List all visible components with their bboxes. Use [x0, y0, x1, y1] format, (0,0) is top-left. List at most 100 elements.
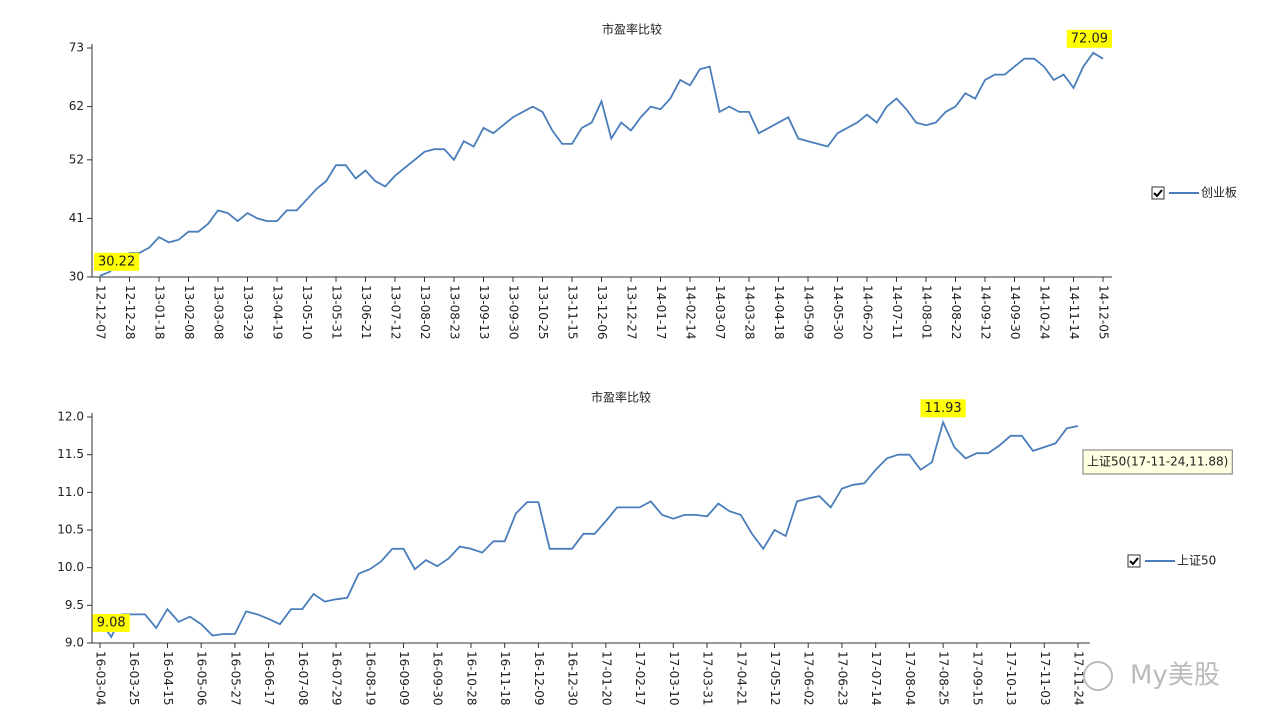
x-tick-label: 17-09-15: [970, 651, 984, 705]
x-tick-label: 17-11-03: [1038, 651, 1052, 705]
value-label-box: [94, 252, 140, 271]
value-label: 9.08: [92, 613, 130, 632]
x-tick-label: 16-05-27: [228, 651, 242, 705]
value-label: 11.93: [920, 399, 966, 418]
x-tick-label: 13-09-30: [507, 285, 521, 339]
chart-title: 市盈率比较: [602, 22, 662, 37]
y-tick-label: 12.0: [57, 410, 84, 424]
value-label-text: 9.08: [97, 615, 126, 630]
x-tick-label: 13-10-25: [536, 285, 550, 339]
x-tick-label: 14-10-24: [1038, 285, 1052, 339]
x-tick-label: 12-12-28: [123, 285, 137, 339]
x-tick-label: 16-03-25: [127, 651, 141, 705]
x-tick-label: 16-05-06: [195, 651, 209, 705]
legend-label: 创业板: [1201, 186, 1237, 200]
x-tick-label: 13-05-10: [300, 285, 314, 339]
x-tick-label: 13-09-13: [477, 285, 491, 339]
series-line: [99, 419, 1079, 639]
value-label-box: [1066, 29, 1112, 48]
x-tick-label: 14-07-11: [890, 285, 904, 339]
x-tick-label: 16-10-28: [464, 651, 478, 705]
x-tick-label: 14-08-01: [920, 285, 934, 339]
x-tick-label: 16-06-17: [262, 651, 276, 705]
tooltip-text: 上证50(17-11-24,11.88): [1087, 455, 1228, 469]
value-label-text: 30.22: [98, 254, 135, 269]
y-tick-label: 10.5: [57, 523, 84, 537]
legend-check: [1129, 557, 1139, 566]
x-tick-label: 17-06-23: [835, 651, 849, 705]
value-label-box: [92, 613, 130, 632]
x-tick-label: 13-12-27: [625, 285, 639, 339]
x-tick-label: 16-07-08: [296, 651, 310, 705]
x-tick-label: 13-04-19: [271, 285, 285, 339]
value-label: 30.22: [94, 252, 140, 271]
x-tick-label: 12-12-07: [94, 285, 108, 339]
x-tick-label: 13-08-23: [448, 285, 462, 339]
x-tick-label: 17-03-10: [667, 651, 681, 705]
y-tick-label: 10.0: [57, 560, 84, 574]
x-tick-label: 16-11-18: [498, 651, 512, 705]
x-tick-label: 17-03-31: [701, 651, 715, 705]
x-tick-label: 16-04-15: [161, 651, 175, 705]
watermark: My美股: [1130, 661, 1220, 691]
value-label: 72.09: [1066, 29, 1112, 48]
x-tick-label: 13-02-08: [182, 285, 196, 339]
legend-check: [1153, 189, 1163, 198]
y-tick-label: 11.5: [57, 447, 84, 461]
legend-checkbox[interactable]: [1151, 186, 1165, 200]
x-tick-label: 17-08-25: [937, 651, 951, 705]
y-tick-label: 52: [69, 152, 84, 166]
x-tick-label: 13-08-02: [418, 285, 432, 339]
x-tick-label: 16-07-29: [330, 651, 344, 705]
x-tick-label: 14-01-17: [654, 285, 668, 339]
x-tick-label: 14-02-14: [684, 285, 698, 339]
y-tick-label: 11.0: [57, 485, 84, 499]
x-tick-label: 16-09-30: [431, 651, 445, 705]
x-tick-label: 17-01-20: [599, 651, 613, 705]
x-tick-label: 17-04-21: [734, 651, 748, 705]
x-tick-label: 17-02-17: [633, 651, 647, 705]
x-tick-label: 13-07-12: [389, 285, 403, 339]
x-tick-label: 14-11-14: [1067, 285, 1081, 339]
x-tick-label: 17-08-04: [903, 651, 917, 705]
x-tick-label: 14-05-30: [831, 285, 845, 339]
y-tick-label: 9.5: [65, 598, 84, 612]
x-tick-label: 17-05-12: [768, 651, 782, 705]
watermark-icon: [1083, 661, 1113, 691]
x-tick-label: 14-03-28: [743, 285, 757, 339]
x-tick-label: 16-03-04: [94, 651, 108, 705]
x-tick-label: 13-06-21: [359, 285, 373, 339]
x-tick-label: 13-12-06: [595, 285, 609, 339]
x-tick-label: 13-11-15: [566, 285, 580, 339]
value-label-text: 72.09: [1071, 31, 1108, 46]
x-tick-label: 16-12-09: [532, 651, 546, 705]
x-tick-label: 17-10-13: [1004, 651, 1018, 705]
tooltip-box: [1082, 449, 1233, 475]
legend-label: 上证50: [1177, 554, 1216, 568]
x-tick-label: 14-03-07: [713, 285, 727, 339]
y-tick-label: 9.0: [65, 636, 84, 650]
y-tick-label: 73: [69, 41, 84, 55]
value-label-text: 11.93: [924, 401, 961, 416]
x-tick-label: 16-08-19: [363, 651, 377, 705]
x-tick-label: 14-05-09: [802, 285, 816, 339]
series-line: [99, 51, 1104, 277]
x-tick-label: 14-06-20: [861, 285, 875, 339]
x-tick-label: 13-01-18: [153, 285, 167, 339]
y-tick-label: 62: [69, 99, 84, 113]
chart-title: 市盈率比较: [591, 390, 651, 405]
value-label-box: [920, 399, 966, 418]
x-tick-label: 13-03-08: [212, 285, 226, 339]
x-tick-label: 16-09-09: [397, 651, 411, 705]
x-tick-label: 17-06-02: [802, 651, 816, 705]
x-tick-label: 13-03-29: [241, 285, 255, 339]
legend-checkbox[interactable]: [1127, 554, 1141, 568]
x-tick-label: 14-09-30: [1008, 285, 1022, 339]
x-tick-label: 13-05-31: [330, 285, 344, 339]
x-tick-label: 14-08-22: [949, 285, 963, 339]
x-tick-label: 17-07-14: [869, 651, 883, 705]
y-tick-label: 41: [69, 211, 84, 225]
